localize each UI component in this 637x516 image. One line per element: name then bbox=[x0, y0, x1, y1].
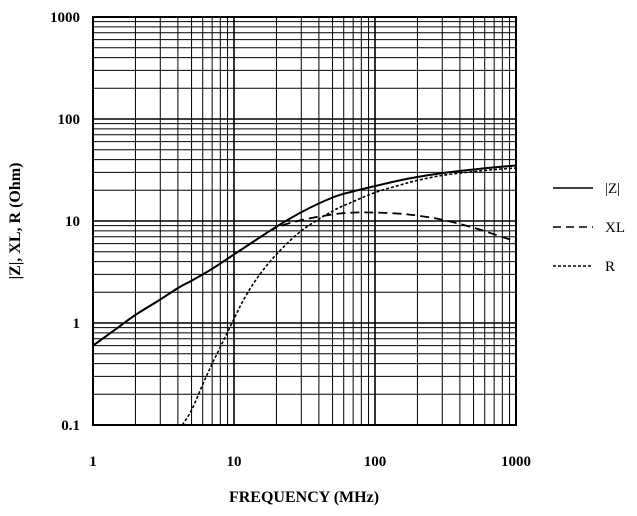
tick-labels: 1 10 100 1000 0.1 1 10 100 1000 bbox=[50, 10, 531, 470]
legend-label-2: XL bbox=[605, 220, 625, 236]
y-tick-label: 1000 bbox=[50, 10, 80, 26]
grid bbox=[92, 17, 516, 426]
x-tick-label: 10 bbox=[227, 454, 242, 470]
y-tick-label: 0.1 bbox=[61, 418, 80, 434]
x-tick-label: 1 bbox=[89, 454, 97, 470]
series-line-3 bbox=[181, 167, 517, 426]
x-tick-label: 1000 bbox=[501, 454, 531, 470]
y-tick-label: 1 bbox=[73, 316, 81, 332]
y-axis-title: |Z|, XL, R (Ohm) bbox=[7, 163, 24, 280]
x-axis-title: FREQUENCY (MHz) bbox=[229, 489, 379, 506]
series-line-2 bbox=[92, 211, 517, 347]
legend-label-3: R bbox=[605, 259, 615, 275]
legend-label-1: |Z| bbox=[605, 181, 620, 197]
legend: |Z| XL R bbox=[553, 181, 625, 275]
series-layer bbox=[92, 164, 517, 426]
x-tick-label: 100 bbox=[364, 454, 387, 470]
y-tick-label: 10 bbox=[65, 214, 80, 230]
series-line-1 bbox=[92, 164, 517, 347]
plot-frame bbox=[92, 16, 517, 426]
y-tick-label: 100 bbox=[58, 112, 81, 128]
